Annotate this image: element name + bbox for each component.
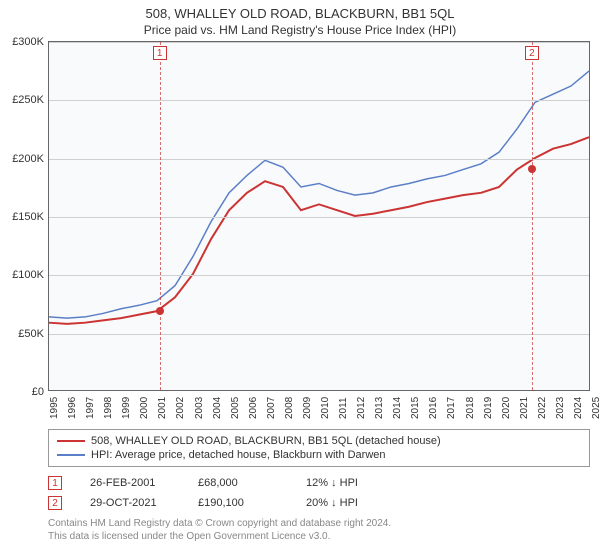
x-axis-label: 2008 xyxy=(284,397,295,419)
x-axis-label: 2007 xyxy=(266,397,277,419)
gridline xyxy=(49,42,589,43)
x-axis-label: 2020 xyxy=(501,397,512,419)
price-chart: £0£50K£100K£150K£200K£250K£300K199519961… xyxy=(48,41,590,391)
x-axis-label: 1999 xyxy=(121,397,132,419)
marker-badge: 1 xyxy=(153,46,167,60)
x-axis-label: 2021 xyxy=(519,397,530,419)
x-axis-label: 2019 xyxy=(483,397,494,419)
page-title: 508, WHALLEY OLD ROAD, BLACKBURN, BB1 5Q… xyxy=(0,0,600,21)
x-axis-label: 2013 xyxy=(374,397,385,419)
legend-label: HPI: Average price, detached house, Blac… xyxy=(91,449,386,461)
gridline xyxy=(49,275,589,276)
transaction-price: £190,100 xyxy=(198,497,278,509)
transaction-marker: 1 xyxy=(48,476,62,490)
transaction-row: 1 26-FEB-2001 £68,000 12% ↓ HPI xyxy=(48,473,590,493)
x-axis-label: 2006 xyxy=(248,397,259,419)
marker-dot xyxy=(156,307,164,315)
y-axis-label: £200K xyxy=(4,153,44,165)
transaction-price: £68,000 xyxy=(198,477,278,489)
x-axis-label: 2005 xyxy=(230,397,241,419)
gridline xyxy=(49,159,589,160)
legend: 508, WHALLEY OLD ROAD, BLACKBURN, BB1 5Q… xyxy=(48,429,590,467)
x-axis-label: 2001 xyxy=(157,397,168,419)
y-axis-label: £0 xyxy=(4,386,44,398)
marker-line xyxy=(532,42,533,390)
x-axis-label: 2004 xyxy=(212,397,223,419)
footer: Contains HM Land Registry data © Crown c… xyxy=(48,517,590,543)
x-axis-label: 2022 xyxy=(537,397,548,419)
x-axis-label: 2016 xyxy=(428,397,439,419)
x-axis-label: 1996 xyxy=(67,397,78,419)
series-line-hpi xyxy=(49,71,589,318)
y-axis-label: £50K xyxy=(4,328,44,340)
x-axis-label: 2003 xyxy=(194,397,205,419)
legend-label: 508, WHALLEY OLD ROAD, BLACKBURN, BB1 5Q… xyxy=(91,435,441,447)
y-axis-label: £300K xyxy=(4,36,44,48)
gridline xyxy=(49,100,589,101)
transactions-table: 1 26-FEB-2001 £68,000 12% ↓ HPI 2 29-OCT… xyxy=(48,473,590,513)
x-axis-label: 1995 xyxy=(49,397,60,419)
transaction-marker: 2 xyxy=(48,496,62,510)
x-axis-label: 2011 xyxy=(338,397,349,419)
chart-svg xyxy=(49,42,589,390)
legend-swatch xyxy=(57,454,85,456)
legend-item-hpi: HPI: Average price, detached house, Blac… xyxy=(57,448,581,462)
x-axis-label: 2012 xyxy=(356,397,367,419)
gridline xyxy=(49,334,589,335)
legend-item-property: 508, WHALLEY OLD ROAD, BLACKBURN, BB1 5Q… xyxy=(57,434,581,448)
y-axis-label: £100K xyxy=(4,269,44,281)
y-axis-label: £250K xyxy=(4,94,44,106)
x-axis-label: 2023 xyxy=(555,397,566,419)
transaction-date: 26-FEB-2001 xyxy=(90,477,170,489)
transaction-delta: 12% ↓ HPI xyxy=(306,477,386,489)
x-axis-label: 1997 xyxy=(85,397,96,419)
legend-swatch xyxy=(57,440,85,442)
transaction-delta: 20% ↓ HPI xyxy=(306,497,386,509)
x-axis-label: 2024 xyxy=(573,397,584,419)
x-axis-label: 2015 xyxy=(410,397,421,419)
x-axis-label: 2025 xyxy=(591,397,600,419)
x-axis-label: 2002 xyxy=(175,397,186,419)
x-axis-label: 2018 xyxy=(465,397,476,419)
marker-badge: 2 xyxy=(525,46,539,60)
x-axis-label: 2014 xyxy=(392,397,403,419)
x-axis-label: 2010 xyxy=(320,397,331,419)
transaction-row: 2 29-OCT-2021 £190,100 20% ↓ HPI xyxy=(48,493,590,513)
footer-line: This data is licensed under the Open Gov… xyxy=(48,530,590,543)
x-axis-label: 1998 xyxy=(103,397,114,419)
x-axis-label: 2017 xyxy=(446,397,457,419)
page-subtitle: Price paid vs. HM Land Registry's House … xyxy=(0,21,600,41)
x-axis-label: 2000 xyxy=(139,397,150,419)
footer-line: Contains HM Land Registry data © Crown c… xyxy=(48,517,590,530)
marker-line xyxy=(160,42,161,390)
gridline xyxy=(49,217,589,218)
transaction-date: 29-OCT-2021 xyxy=(90,497,170,509)
x-axis-label: 2009 xyxy=(302,397,313,419)
series-line-property_price xyxy=(49,137,589,324)
y-axis-label: £150K xyxy=(4,211,44,223)
marker-dot xyxy=(528,165,536,173)
